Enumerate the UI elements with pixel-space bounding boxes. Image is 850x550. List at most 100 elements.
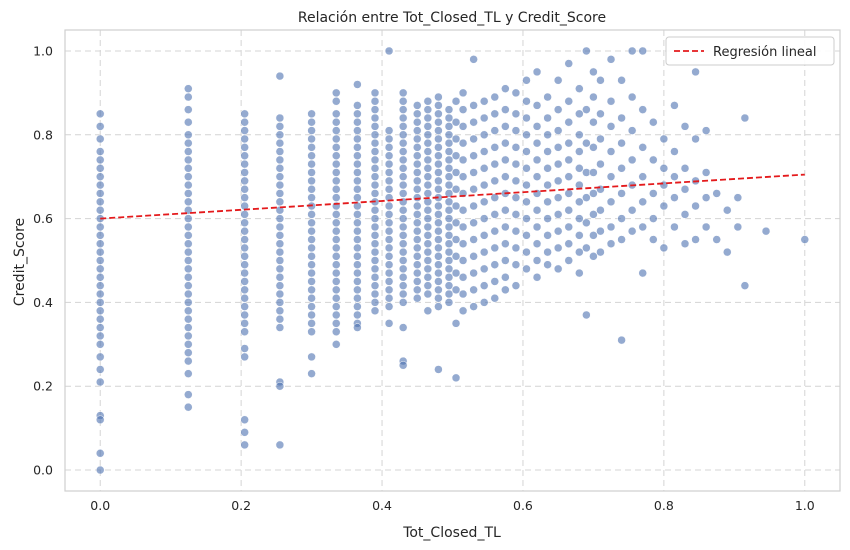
data-point [413,285,422,295]
data-point [398,138,408,148]
data-point [332,88,341,98]
data-point [332,151,341,160]
data-point [240,176,249,186]
x-axis-label: Tot_Closed_TL [402,525,501,541]
data-point [353,176,362,186]
data-point [434,243,443,253]
data-point [522,214,531,223]
data-point [638,143,647,152]
data-point [307,126,316,135]
data-point [501,138,510,148]
y-tick-label: 0.4 [33,295,53,310]
data-point [307,369,316,378]
data-point [458,205,468,215]
data-point [451,285,461,295]
data-point [332,226,341,236]
data-point [434,101,443,110]
data-point [184,247,193,257]
data-point [701,222,711,232]
data-point [332,143,341,152]
data-point [451,319,461,328]
data-point [184,231,193,240]
data-point [353,310,362,320]
x-tick-label: 1.0 [795,498,815,513]
data-point [511,159,521,169]
data-point [332,168,341,177]
data-point [384,151,394,160]
data-point [444,189,454,198]
data-point [543,247,552,257]
x-tick-label: 0.0 [90,498,110,513]
data-point [712,189,721,198]
data-point [384,226,394,236]
data-point [553,210,563,219]
data-point [398,88,408,98]
data-point [458,138,468,148]
data-point [332,193,341,202]
data-point [353,235,362,244]
data-point [458,289,468,299]
data-point [596,109,605,119]
data-point [469,268,478,278]
plot-frame [64,29,841,492]
data-point [332,260,341,269]
data-point [353,151,362,160]
data-point [184,147,193,156]
data-point [444,147,454,156]
data-point [543,197,552,207]
data-point [95,289,105,299]
data-point [240,302,249,311]
regression-line [100,173,805,220]
data-point [275,264,285,274]
data-point [370,264,380,274]
data-point [761,226,771,236]
data-point [370,298,380,307]
data-point [670,147,679,156]
data-point [670,222,679,232]
data-point [434,302,443,311]
data-point [543,113,552,123]
data-point [184,214,193,223]
data-point [184,84,193,93]
data-point [606,172,616,181]
data-point [307,210,316,219]
data-point [511,193,521,202]
data-point [398,172,408,181]
data-point [275,381,285,391]
data-point [680,164,690,173]
y-tick-label: 0.0 [33,463,53,478]
data-point [398,256,408,265]
data-point [275,231,285,240]
data-point [589,189,598,198]
data-point [398,96,408,106]
data-point [723,247,732,257]
data-point [606,147,616,156]
data-point [307,168,316,177]
data-point [553,105,563,114]
data-point [444,214,454,223]
data-point [384,268,394,278]
data-point [490,159,500,169]
data-point [184,314,193,324]
data-point [479,214,489,223]
data-point [95,264,105,274]
data-point [458,155,468,165]
data-point [307,117,316,127]
data-point [332,218,341,228]
data-point [95,256,105,265]
data-point [275,247,285,257]
data-point [451,185,461,194]
data-point [398,130,408,140]
data-point [240,277,249,286]
data-point [479,281,489,290]
data-point [307,327,316,336]
data-point [423,289,433,299]
data-point [384,126,394,135]
data-point [575,109,584,119]
data-point [532,122,542,131]
data-point [275,155,285,165]
data-point [240,193,249,202]
data-point [275,130,285,140]
data-point [511,243,521,253]
data-point [370,256,380,265]
